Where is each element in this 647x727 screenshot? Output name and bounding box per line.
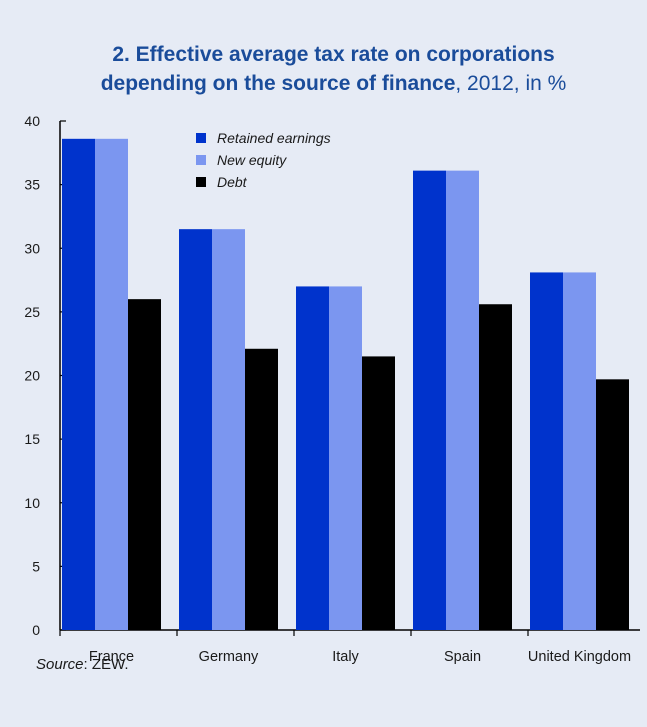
legend-label: New equity: [217, 152, 287, 168]
y-tick-label: 20: [24, 368, 40, 384]
legend-label: Retained earnings: [217, 130, 331, 146]
bar-new-equity: [563, 272, 596, 630]
source-note: Source: ZEW.: [36, 656, 129, 673]
y-tick-label: 35: [24, 177, 40, 193]
y-tick-label: 5: [32, 558, 40, 574]
y-tick-label: 10: [24, 495, 40, 511]
y-tick-label: 30: [24, 240, 40, 256]
x-tick-label: United Kingdom: [528, 649, 631, 665]
y-tick-label: 25: [24, 304, 40, 320]
legend-swatch: [196, 177, 206, 187]
bar-debt: [596, 379, 629, 630]
bar-debt: [479, 304, 512, 630]
x-tick-label: Spain: [444, 649, 481, 665]
source-label: Source: [36, 656, 84, 673]
bar-retained-earnings: [413, 170, 446, 630]
bar-new-equity: [446, 170, 479, 630]
bar-debt: [128, 299, 161, 630]
title-line-1: 2. Effective average tax rate on corpora…: [112, 43, 555, 66]
bar-new-equity: [329, 286, 362, 630]
y-tick-label: 0: [32, 622, 40, 638]
title-line-2: depending on the source of finance, 2012…: [20, 69, 647, 98]
bar-debt: [362, 356, 395, 630]
chart-title: 2. Effective average tax rate on corpora…: [20, 40, 647, 98]
legend-swatch: [196, 133, 206, 143]
y-tick-label: 15: [24, 431, 40, 447]
bar-new-equity: [95, 138, 128, 630]
x-tick-label: Germany: [199, 649, 259, 665]
y-tick-label: 40: [24, 113, 40, 129]
bar-retained-earnings: [530, 272, 563, 630]
source-text: : ZEW.: [83, 656, 129, 673]
bar-retained-earnings: [179, 229, 212, 630]
bar-new-equity: [212, 229, 245, 630]
title-line-2-rest: , 2012, in %: [455, 72, 567, 95]
title-line-2-bold: depending on the source of finance: [100, 72, 456, 95]
x-tick-label: Italy: [332, 649, 359, 665]
x-tick-label: France: [89, 649, 134, 665]
bar-retained-earnings: [296, 286, 329, 630]
bar-retained-earnings: [62, 138, 95, 630]
bar-debt: [245, 348, 278, 630]
legend-swatch: [196, 155, 206, 165]
legend-label: Debt: [217, 174, 248, 190]
